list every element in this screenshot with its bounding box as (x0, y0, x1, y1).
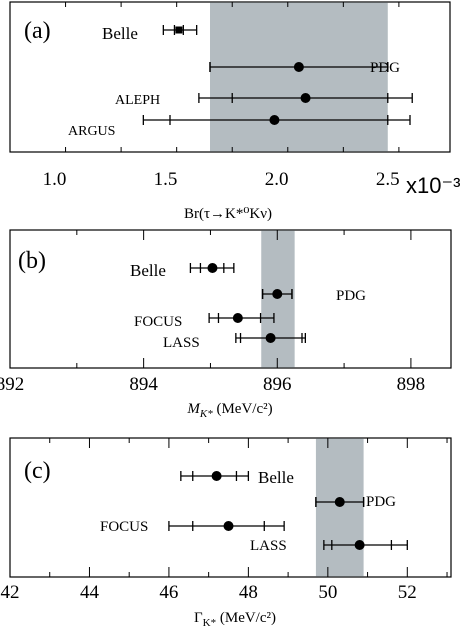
tick-label-a: 2.0 (265, 169, 289, 190)
entry-label-a-1: PDG (370, 60, 400, 76)
band-b-rect (261, 230, 295, 368)
x-axis-label-c-main: Γ (194, 610, 203, 626)
tick-labels-c: 42 44 46 48 50 52 (1, 582, 417, 603)
tick-label-c: 42 (1, 582, 20, 603)
data-point-c-belle (180, 471, 250, 481)
data-point-c-pdg (315, 497, 365, 507)
marker-circle (211, 471, 222, 481)
panel-a: (a) Belle PDG ALEPH ARGUS 1.0 1.5 2.0 2.5 x… (9, 1, 460, 222)
ticks-c (9, 438, 448, 577)
tick-label-c: 52 (398, 582, 417, 603)
data-point-c-focus (168, 521, 285, 531)
x-axis-label-b: MK* (MeV/c²) (186, 401, 272, 420)
data-point-b-focus (208, 313, 275, 323)
data-point-c-lass (323, 540, 408, 550)
tick-label-a: 2.5 (376, 169, 400, 190)
panel-label-c: (c) (24, 458, 51, 484)
data-point-a-aleph (198, 93, 413, 103)
plot-frame-c (9, 437, 452, 578)
tick-labels-a: 1.0 1.5 2.0 2.5 (43, 169, 400, 190)
x-axis-label-c: ΓK* (MeV/c²) (194, 610, 276, 629)
x-axis-label-b-sub: K* (199, 408, 213, 420)
data-point-a-belle (162, 25, 198, 35)
tick-label-c: 50 (318, 582, 337, 603)
tick-labels-b: 892 894 896 898 (0, 374, 425, 395)
band-b (261, 230, 295, 368)
marker-circle (354, 540, 365, 550)
entry-label-c-2: FOCUS (100, 519, 148, 535)
marker-circle (293, 62, 304, 72)
panel-label-a: (a) (24, 18, 51, 44)
entry-label-b-3: LASS (163, 335, 200, 351)
entry-label-c-3: LASS (250, 538, 287, 554)
band-a (210, 2, 388, 152)
marker-circle (223, 521, 234, 531)
marker-circle (300, 93, 311, 103)
entry-label-b-0: Belle (130, 261, 166, 280)
entry-label-b-2: FOCUS (134, 314, 182, 330)
tick-label-b: 894 (129, 374, 158, 395)
marks-c (168, 471, 408, 550)
tick-label-c: 46 (159, 582, 178, 603)
marker-circle (272, 289, 283, 299)
tick-label-a: 1.0 (43, 169, 67, 190)
data-point-b-belle (189, 263, 235, 273)
entry-label-b-1: PDG (336, 288, 366, 304)
data-point-b-lass (235, 333, 306, 343)
data-point-b-pdg (261, 289, 293, 299)
plot-frame-b (9, 229, 452, 369)
marks-a (142, 25, 413, 125)
band-c (315, 438, 364, 577)
tick-label-a: 1.5 (154, 169, 178, 190)
panel-label-b: (b) (18, 248, 46, 274)
panel-c: (c) Belle PDG FOCUS LASS 42 44 46 48 50 52 ΓK… (1, 437, 452, 629)
marker-circle (334, 497, 345, 507)
ticks-b (9, 230, 412, 368)
entry-label-a-2: ALEPH (115, 93, 160, 108)
marks-b (189, 263, 306, 343)
band-c-rect (315, 438, 364, 577)
band-a-rect (210, 2, 388, 152)
marker-square (175, 26, 183, 34)
tick-label-b: 898 (397, 374, 426, 395)
marker-circle (232, 313, 243, 323)
entry-label-a-0: Belle (102, 24, 138, 43)
entry-label-a-3: ARGUS (68, 124, 115, 139)
x-axis-label-c-unit: (MeV/c²) (216, 610, 276, 626)
tick-label-b: 892 (0, 374, 24, 395)
data-point-a-argus (142, 115, 411, 125)
marker-circle (269, 115, 280, 125)
tick-label-c: 44 (80, 582, 100, 603)
tick-label-c: 48 (239, 582, 258, 603)
panel-b: (b) Belle PDG FOCUS LASS 892 894 896 898 MK… (0, 229, 452, 420)
x-multiplier-a: x10⁻³ (406, 173, 460, 198)
marker-circle (265, 333, 276, 343)
entry-label-c-1: PDG (366, 494, 396, 510)
x-axis-label-c-sub: K* (203, 617, 216, 629)
tick-label-b: 896 (263, 374, 292, 395)
plot-frame-a (9, 1, 451, 153)
marker-circle (207, 263, 218, 273)
entry-label-c-0: Belle (258, 468, 294, 487)
ticks-a (9, 2, 400, 152)
x-axis-label-a: Br(τ→K*⁰Kν) (184, 206, 272, 222)
x-axis-label-b-main: M (186, 401, 201, 417)
data-point-a-pdg (209, 62, 389, 72)
x-axis-label-b-unit: (MeV/c²) (213, 401, 273, 417)
